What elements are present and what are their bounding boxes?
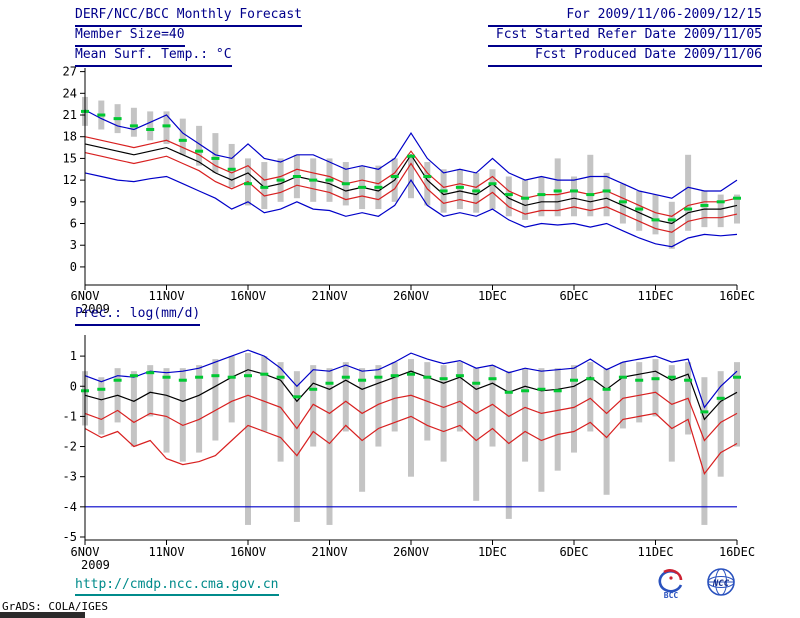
svg-text:11NOV: 11NOV (148, 545, 184, 559)
series-climatology-dash (81, 371, 741, 414)
series-ensemble-max (84, 349, 738, 409)
svg-text:-4: -4 (63, 500, 77, 514)
svg-text:21NOV: 21NOV (311, 545, 347, 559)
svg-text:0: 0 (70, 260, 77, 274)
series-ensemble-min (84, 172, 738, 248)
series-ensemble-max (84, 109, 738, 199)
refer-date-label: Fcst Started Refer Date 2009/11/05 (488, 27, 762, 47)
svg-text:2009: 2009 (81, 558, 110, 572)
grads-credit: GrADS: COLA/IGES (2, 600, 108, 613)
surface-temperature-forecast: 0 3 6 9 12 15 18 21 24 27 6NOV 11NOV 16NOV 21NOV 26NOV… (63, 65, 756, 316)
prec-chart-title: Prec.: log(mm/d) (75, 306, 201, 326)
svg-text:16DEC: 16DEC (719, 289, 755, 303)
svg-text:1: 1 (70, 349, 77, 363)
svg-text:12: 12 (63, 173, 77, 187)
svg-text:24: 24 (63, 86, 77, 100)
svg-text:11DEC: 11DEC (637, 545, 673, 559)
svg-text:6DEC: 6DEC (560, 545, 589, 559)
svg-text:16DEC: 16DEC (719, 545, 755, 559)
svg-text:9: 9 (70, 195, 77, 209)
series-climatology-dash (81, 109, 741, 222)
temp-chart-title: Mean Surf. Temp.: °C (75, 47, 232, 67)
svg-text:-3: -3 (63, 470, 77, 484)
svg-text:-1: -1 (63, 409, 77, 423)
svg-text:BCC: BCC (664, 591, 679, 599)
series-upper-quartile (84, 391, 738, 442)
svg-text:21NOV: 21NOV (311, 289, 347, 303)
svg-text:11NOV: 11NOV (148, 289, 184, 303)
svg-text:11DEC: 11DEC (637, 289, 673, 303)
series-member-spread-bar (82, 353, 740, 525)
svg-text:21: 21 (63, 108, 77, 122)
svg-text:6NOV: 6NOV (71, 545, 100, 559)
svg-text:18: 18 (63, 130, 77, 144)
series-ensemble-median (84, 369, 738, 421)
svg-text:6: 6 (70, 217, 77, 231)
produced-date-label: Fcst Produced Date 2009/11/06 (488, 47, 762, 67)
svg-text:16NOV: 16NOV (230, 289, 266, 303)
svg-text:15: 15 (63, 151, 77, 165)
series-lower-quartile (84, 412, 738, 475)
svg-text:NCC: NCC (712, 579, 730, 589)
svg-text:27: 27 (63, 65, 77, 79)
series-upper-quartile (84, 136, 738, 217)
svg-text:3: 3 (70, 238, 77, 252)
series-lower-quartile (84, 152, 738, 233)
page-title: DERF/NCC/BCC Monthly Forecast (75, 7, 302, 27)
ncc-logo: NCC (707, 568, 735, 596)
cmdp-link[interactable]: http://cmdp.ncc.cma.gov.cn (75, 577, 279, 596)
svg-text:26NOV: 26NOV (393, 289, 429, 303)
svg-text:1DEC: 1DEC (478, 289, 507, 303)
svg-text:16NOV: 16NOV (230, 545, 266, 559)
logo-group: BCC NCC (654, 566, 742, 600)
series-member-spread-bar (82, 96, 740, 249)
svg-text:26NOV: 26NOV (393, 545, 429, 559)
svg-text:0: 0 (70, 379, 77, 393)
svg-text:-2: -2 (63, 440, 77, 454)
svg-text:1DEC: 1DEC (478, 545, 507, 559)
svg-text:6NOV: 6NOV (71, 289, 100, 303)
member-size-label: Member Size=40 (75, 27, 185, 47)
svg-text:2009: 2009 (81, 302, 110, 316)
window-artifact-bar (0, 612, 85, 618)
forecast-range: For 2009/11/06-2009/12/15 (488, 7, 762, 27)
svg-text:-5: -5 (63, 530, 77, 544)
bcc-logo: BCC (658, 569, 683, 599)
svg-text:6DEC: 6DEC (560, 289, 589, 303)
